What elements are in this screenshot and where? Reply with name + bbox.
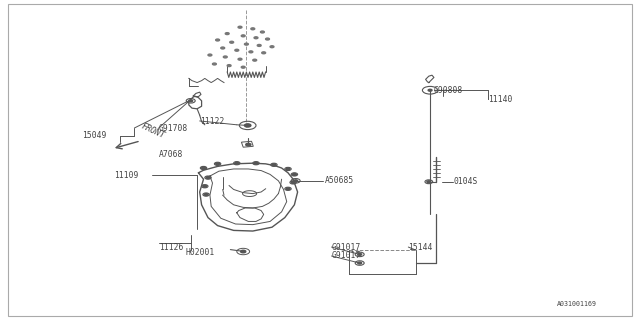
Circle shape [203, 185, 207, 187]
Circle shape [358, 253, 362, 255]
Circle shape [189, 100, 193, 102]
Circle shape [253, 59, 257, 61]
Text: 11126: 11126 [159, 243, 183, 252]
Text: G91017: G91017 [332, 243, 361, 252]
Circle shape [241, 250, 246, 253]
Circle shape [235, 162, 239, 164]
Circle shape [266, 38, 269, 40]
Circle shape [294, 180, 298, 182]
Text: FRONT: FRONT [140, 122, 166, 141]
Circle shape [286, 168, 290, 170]
Circle shape [241, 35, 245, 37]
Circle shape [230, 41, 234, 43]
Circle shape [254, 37, 258, 39]
Text: 11109: 11109 [114, 171, 138, 180]
Circle shape [208, 54, 212, 56]
Circle shape [246, 124, 250, 126]
Circle shape [221, 47, 225, 49]
Circle shape [272, 164, 276, 166]
Circle shape [262, 52, 266, 54]
Text: A031001169: A031001169 [557, 301, 596, 307]
Circle shape [257, 44, 261, 46]
Circle shape [270, 46, 274, 48]
Circle shape [216, 39, 220, 41]
Circle shape [238, 26, 242, 28]
Text: G91708: G91708 [159, 124, 188, 132]
Text: H02001: H02001 [186, 248, 215, 257]
Text: 11122: 11122 [200, 117, 224, 126]
Text: A50685: A50685 [325, 176, 355, 185]
Circle shape [251, 28, 255, 30]
Text: 11140: 11140 [488, 95, 512, 104]
Circle shape [212, 63, 216, 65]
Circle shape [235, 49, 239, 51]
Bar [241, 141, 253, 147]
Text: A7068: A7068 [159, 150, 183, 159]
Circle shape [202, 167, 205, 169]
Circle shape [244, 43, 248, 45]
Circle shape [249, 51, 253, 53]
Circle shape [216, 163, 220, 165]
Text: 15049: 15049 [82, 131, 106, 140]
Text: 0104S: 0104S [453, 177, 477, 186]
Circle shape [223, 56, 227, 58]
Circle shape [241, 66, 245, 68]
Circle shape [225, 33, 229, 35]
Circle shape [244, 124, 251, 127]
Circle shape [246, 143, 251, 146]
Circle shape [292, 173, 296, 175]
Text: G91017: G91017 [332, 252, 361, 260]
Circle shape [227, 65, 231, 67]
Circle shape [206, 177, 210, 179]
Circle shape [204, 194, 208, 196]
Text: G90808: G90808 [434, 86, 463, 95]
Circle shape [358, 262, 362, 264]
Circle shape [428, 89, 432, 91]
Text: 15144: 15144 [408, 243, 433, 252]
Circle shape [286, 188, 290, 190]
Circle shape [254, 162, 258, 164]
Circle shape [427, 181, 431, 183]
Circle shape [238, 58, 242, 60]
Circle shape [291, 181, 295, 183]
Circle shape [260, 31, 264, 33]
